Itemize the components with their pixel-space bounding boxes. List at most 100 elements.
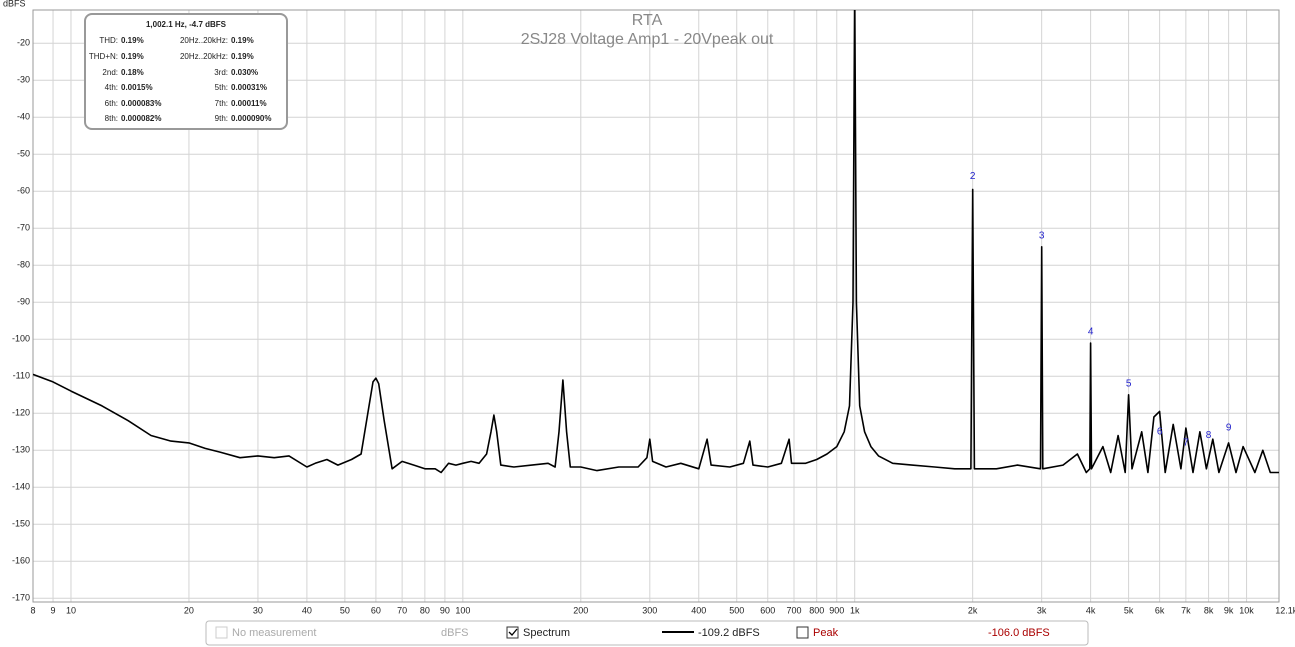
- y-tick-label: -90: [17, 297, 30, 307]
- info-label: 7th:: [215, 99, 228, 108]
- x-tick-label: 8k: [1204, 605, 1214, 615]
- x-tick-label: 200: [573, 605, 588, 615]
- y-tick-label: -160: [12, 556, 30, 566]
- x-tick-label: 900: [829, 605, 844, 615]
- info-value: 0.18%: [121, 68, 144, 77]
- y-tick-label: -130: [12, 445, 30, 455]
- y-tick-label: -150: [12, 519, 30, 529]
- y-tick-label: -120: [12, 408, 30, 418]
- x-tick-label: 30: [253, 605, 263, 615]
- legend-text[interactable]: Peak: [813, 627, 839, 639]
- harmonic-label: 4: [1088, 327, 1094, 338]
- legend-text: No measurement: [232, 627, 316, 639]
- x-tick-label: 500: [729, 605, 744, 615]
- x-tick-label: 70: [397, 605, 407, 615]
- x-tick-label: 3k: [1037, 605, 1047, 615]
- plot-frame: [32, 9, 1280, 603]
- y-tick-label: -100: [12, 334, 30, 344]
- x-tick-label: 700: [786, 605, 801, 615]
- y-tick-label: -40: [17, 112, 30, 122]
- x-tick-label: 600: [760, 605, 775, 615]
- info-label: THD:: [99, 36, 118, 45]
- info-label: THD+N:: [89, 52, 118, 61]
- chart-subtitle: 2SJ28 Voltage Amp1 - 20Vpeak out: [521, 31, 774, 48]
- y-tick-label: -80: [17, 260, 30, 270]
- harmonic-label: 2: [970, 171, 976, 182]
- info-box-frame: [84, 13, 288, 130]
- legend-text: dBFS: [441, 627, 469, 639]
- legend-frame: [205, 620, 1089, 646]
- x-tick-label: 12.1k Hz: [1275, 605, 1295, 615]
- harmonic-label: 5: [1126, 378, 1132, 389]
- info-value: 0.19%: [231, 36, 254, 45]
- info-label: 8th:: [105, 114, 118, 123]
- info-label: 3rd:: [214, 68, 228, 77]
- x-tick-label: 9k: [1224, 605, 1234, 615]
- checkbox[interactable]: [215, 626, 228, 639]
- info-label: 6th:: [105, 99, 118, 108]
- x-tick-label: 50: [340, 605, 350, 615]
- info-value: 0.0015%: [121, 83, 153, 92]
- legend-text: -106.0 dBFS: [988, 627, 1050, 639]
- x-tick-label: 100: [455, 605, 470, 615]
- x-tick-label: 10k: [1239, 605, 1254, 615]
- x-tick-label: 80: [420, 605, 430, 615]
- x-tick-label: 800: [809, 605, 824, 615]
- info-header: 1,002.1 Hz, -4.7 dBFS: [146, 20, 227, 29]
- info-label: 20Hz..20kHz:: [180, 52, 228, 61]
- checkbox[interactable]: [796, 626, 809, 639]
- info-label: 20Hz..20kHz:: [180, 36, 228, 45]
- x-tick-label: 9: [51, 605, 56, 615]
- info-value: 0.030%: [231, 68, 258, 77]
- harmonic-label: 7: [1183, 438, 1189, 449]
- harmonic-label: 6: [1157, 426, 1163, 437]
- legend-text[interactable]: Spectrum: [523, 627, 570, 639]
- harmonic-label: 9: [1226, 423, 1232, 434]
- x-tick-label: 20: [184, 605, 194, 615]
- x-tick-label: 40: [302, 605, 312, 615]
- x-tick-label: 90: [440, 605, 450, 615]
- info-value: 0.19%: [121, 52, 144, 61]
- x-tick-label: 4k: [1086, 605, 1096, 615]
- info-value: 0.00011%: [231, 99, 267, 108]
- x-tick-label: 6k: [1155, 605, 1165, 615]
- x-tick-label: 300: [642, 605, 657, 615]
- x-tick-label: 2k: [968, 605, 978, 615]
- check-mark: [508, 628, 518, 636]
- x-tick-label: 400: [691, 605, 706, 615]
- legend-bar: No measurement dBFS Spectrum -109.2 dBFS…: [205, 620, 1089, 646]
- info-label: 5th:: [215, 83, 228, 92]
- info-value: 0.19%: [231, 52, 254, 61]
- chart-title: RTA: [632, 12, 663, 29]
- y-tick-label: -50: [17, 149, 30, 159]
- y-tick-label: -140: [12, 482, 30, 492]
- x-tick-label: 8: [30, 605, 35, 615]
- y-tick-label: -170: [12, 593, 30, 603]
- info-value: 0.000090%: [231, 114, 271, 123]
- y-tick-label: -70: [17, 223, 30, 233]
- y-tick-label: -30: [17, 75, 30, 85]
- x-tick-label: 7k: [1181, 605, 1191, 615]
- y-tick-label: -60: [17, 186, 30, 196]
- info-value: 0.19%: [121, 36, 144, 45]
- info-value: 0.000083%: [121, 99, 161, 108]
- y-axis-label: dBFS: [3, 0, 26, 8]
- info-value: 0.000082%: [121, 114, 161, 123]
- x-tick-label: 10: [66, 605, 76, 615]
- data-layer: [33, 10, 1279, 474]
- y-tick-label: -20: [17, 38, 30, 48]
- harmonic-label: 8: [1206, 430, 1212, 441]
- info-label: 2nd:: [102, 68, 118, 77]
- spectrum-line: [33, 10, 1279, 474]
- legend-text: -109.2 dBFS: [698, 627, 760, 639]
- info-label: 9th:: [215, 114, 228, 123]
- harmonic-label: 3: [1039, 230, 1045, 241]
- x-tick-label: 5k: [1124, 605, 1134, 615]
- checkbox[interactable]: [506, 626, 519, 639]
- info-label: 4th:: [105, 83, 118, 92]
- info-value: 0.00031%: [231, 83, 267, 92]
- harmonic-labels: 2 3 4 5 6 7 8 9: [970, 171, 1232, 448]
- y-tick-label: -110: [13, 371, 30, 381]
